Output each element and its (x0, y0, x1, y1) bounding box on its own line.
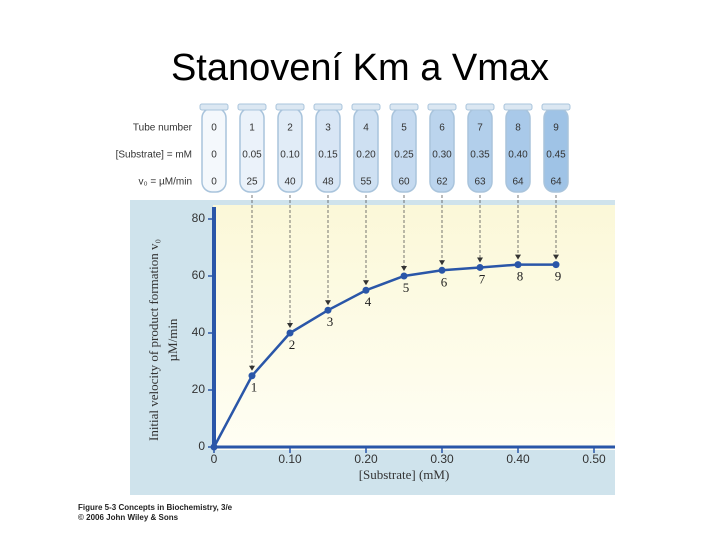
arrow-head (477, 257, 483, 263)
table-cell: 2 (287, 123, 293, 134)
table-cell: 40 (284, 177, 296, 188)
tube-rim (465, 103, 495, 111)
tube-rim (427, 103, 457, 111)
table-cell: 0.30 (432, 150, 452, 161)
tube-rim (541, 103, 571, 111)
point-label: 4 (365, 294, 372, 309)
table-cell: 9 (553, 123, 559, 134)
slide-title: Stanovení Km a Vmax (171, 47, 549, 89)
table-cell: 0 (211, 123, 217, 134)
tube-rim (503, 103, 533, 111)
data-point (362, 286, 370, 294)
arrow-head (363, 280, 369, 286)
table-cell: 64 (512, 177, 524, 188)
table-cell: 62 (436, 177, 448, 188)
table-cell: 0.05 (242, 150, 262, 161)
row-label: Tube number (133, 123, 193, 134)
data-point (400, 272, 408, 280)
table-cell: 4 (363, 123, 369, 134)
data-point (552, 261, 560, 269)
data-point (438, 266, 446, 274)
caption: © 2006 John Wiley & Sons (78, 513, 179, 522)
point-label: 9 (555, 269, 562, 284)
arrow-head (249, 365, 255, 371)
table-cell: 0.45 (546, 150, 566, 161)
data-point (286, 329, 294, 337)
arrow-head (325, 300, 331, 306)
table-cell: 0.20 (356, 150, 376, 161)
table-cell: 55 (360, 177, 372, 188)
table-cell: 0 (211, 150, 217, 161)
plot-area (213, 205, 615, 450)
table-cell: 25 (246, 177, 258, 188)
x-tick-label: 0.10 (278, 452, 302, 466)
table-cell: 0.10 (280, 150, 300, 161)
arrow-head (515, 254, 521, 260)
arrow-head (401, 266, 407, 271)
y-tick-label: 20 (192, 382, 206, 396)
table-cell: 3 (325, 123, 331, 134)
table-cell: 1 (249, 123, 255, 134)
arrow-head (287, 323, 293, 328)
table-cell: 0.25 (394, 150, 414, 161)
table-cell: 0 (211, 177, 217, 188)
point-label: 1 (251, 380, 258, 395)
arrow-head (439, 260, 445, 266)
data-point (324, 306, 332, 314)
point-label: 6 (441, 274, 448, 289)
y-tick-label: 40 (192, 325, 206, 339)
data-point (248, 372, 256, 380)
point-label: 2 (289, 337, 296, 352)
x-tick-label: 0 (211, 452, 218, 466)
y-axis-label: Initial velocity of product formation v₀ (146, 239, 161, 441)
point-label: 8 (517, 269, 524, 284)
x-axis-label: [Substrate] (mM) (359, 467, 450, 482)
table-cell: 7 (477, 123, 483, 134)
table-cell: 0.35 (470, 150, 490, 161)
tube-rim (199, 103, 229, 111)
table-cell: 8 (515, 123, 521, 134)
data-point (210, 443, 218, 451)
table-cell: 63 (474, 177, 486, 188)
data-line (212, 263, 556, 448)
y-tick-label: 80 (192, 211, 206, 225)
x-tick-label: 0.20 (354, 452, 378, 466)
point-label: 3 (327, 314, 334, 329)
point-label: 7 (479, 271, 486, 286)
tube-rim (275, 103, 305, 111)
data-point (476, 263, 484, 271)
x-tick-label: 0.40 (506, 452, 530, 466)
row-label: [Substrate] = mM (116, 150, 192, 161)
table-cell: 60 (398, 177, 410, 188)
row-label: v₀ = µM/min (138, 177, 192, 188)
y-tick-label: 0 (198, 439, 205, 453)
tube-rim (313, 103, 343, 111)
tube-rim (237, 103, 267, 111)
table-cell: 0.40 (508, 150, 528, 161)
x-tick-label: 0.30 (430, 452, 454, 466)
table-cell: 6 (439, 123, 445, 134)
y-axis-label: µM/min (165, 318, 180, 361)
x-tick-label: 0.50 (582, 452, 606, 466)
tube-rim (389, 103, 419, 111)
caption: Figure 5-3 Concepts in Biochemistry, 3/e (78, 503, 233, 512)
table-cell: 5 (401, 123, 407, 134)
table-cell: 48 (322, 177, 334, 188)
tube-rim (351, 103, 381, 111)
arrow-head (553, 254, 559, 260)
y-tick-label: 60 (192, 268, 206, 282)
point-label: 5 (403, 280, 410, 295)
table-cell: 0.15 (318, 150, 338, 161)
table-cell: 64 (550, 177, 562, 188)
data-point (514, 261, 522, 269)
